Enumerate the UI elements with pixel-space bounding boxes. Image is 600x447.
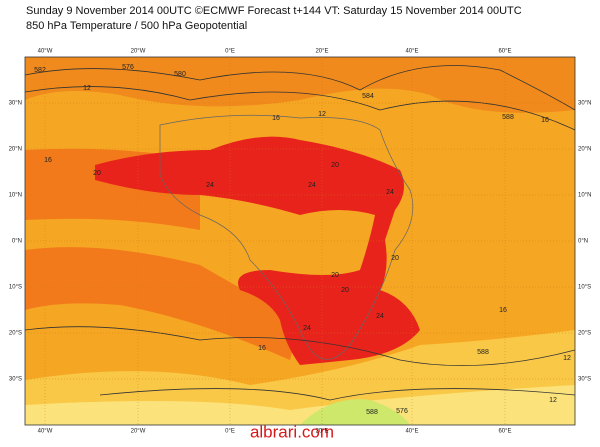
- lon-label: 0°E: [225, 429, 235, 435]
- subtitle: 850 hPa Temperature / 500 hPa Geopotenti…: [26, 20, 247, 32]
- title: Sunday 9 November 2014 00UTC ©ECMWF Fore…: [26, 5, 522, 17]
- contour-label: 16: [499, 307, 507, 314]
- lat-label: 20°S: [9, 331, 22, 337]
- warm-band: [25, 247, 300, 360]
- contour-label: 12: [83, 85, 91, 92]
- lon-label: 60°E: [498, 429, 511, 435]
- lon-label: 40°W: [38, 429, 53, 435]
- contour-label: 582: [34, 67, 46, 74]
- lat-label: 0°N: [12, 239, 22, 245]
- warm-band: [25, 57, 575, 113]
- contour-label: 12: [549, 397, 557, 404]
- watermark: albrari.com: [250, 422, 334, 441]
- lon-label: 40°E: [405, 49, 418, 55]
- lat-label: 30°N: [578, 101, 591, 107]
- contour-label: 588: [502, 114, 514, 121]
- lon-label: 60°E: [498, 49, 511, 55]
- map-area: [24, 56, 576, 426]
- contour-label: 16: [44, 157, 52, 164]
- contour-label: 584: [362, 93, 374, 100]
- contour-label: 16: [258, 345, 266, 352]
- contour-label: 24: [206, 182, 214, 189]
- coastline: [159, 114, 414, 360]
- contour-label: 20: [93, 170, 101, 177]
- lon-label: 20°W: [131, 429, 146, 435]
- geopotential-contour: [24, 65, 576, 401]
- contour-label: 580: [174, 71, 186, 78]
- contour-label: 20: [331, 162, 339, 169]
- contour-label: 12: [563, 355, 571, 362]
- contour-label: 576: [122, 64, 134, 71]
- lat-label: 30°S: [9, 377, 22, 383]
- lat-label: 20°N: [578, 147, 591, 153]
- contour-label: 24: [376, 313, 384, 320]
- contour-label: 20: [341, 287, 349, 294]
- lat-label: 10°S: [578, 285, 591, 291]
- lat-label: 10°N: [9, 193, 22, 199]
- lon-label: 20°E: [315, 429, 328, 435]
- contour-label: 16: [272, 115, 280, 122]
- cool-band: [25, 385, 575, 425]
- lon-label: 0°E: [225, 49, 235, 55]
- contour-label: 588: [477, 349, 489, 356]
- contour-label: 576: [396, 408, 408, 415]
- lat-label: 20°N: [9, 147, 22, 153]
- contour-label: 588: [366, 409, 378, 416]
- contour-label: 24: [386, 189, 394, 196]
- lat-label: 0°N: [578, 239, 588, 245]
- lon-label: 40°E: [405, 429, 418, 435]
- contour-label: 20: [391, 255, 399, 262]
- contour-label: 20: [331, 272, 339, 279]
- lat-label: 20°S: [578, 331, 591, 337]
- hot-region: [95, 136, 420, 365]
- lat-label: 10°N: [578, 193, 591, 199]
- lon-label: 20°W: [131, 49, 146, 55]
- contour-label: 24: [303, 325, 311, 332]
- contour-label: 16: [541, 117, 549, 124]
- lat-label: 30°N: [9, 101, 22, 107]
- lat-label: 10°S: [9, 285, 22, 291]
- cold-region: [300, 399, 410, 425]
- lat-label: 30°S: [578, 377, 591, 383]
- contour-label: 24: [308, 182, 316, 189]
- contour-label: 12: [318, 111, 326, 118]
- lon-label: 40°W: [38, 49, 53, 55]
- lon-label: 20°E: [315, 49, 328, 55]
